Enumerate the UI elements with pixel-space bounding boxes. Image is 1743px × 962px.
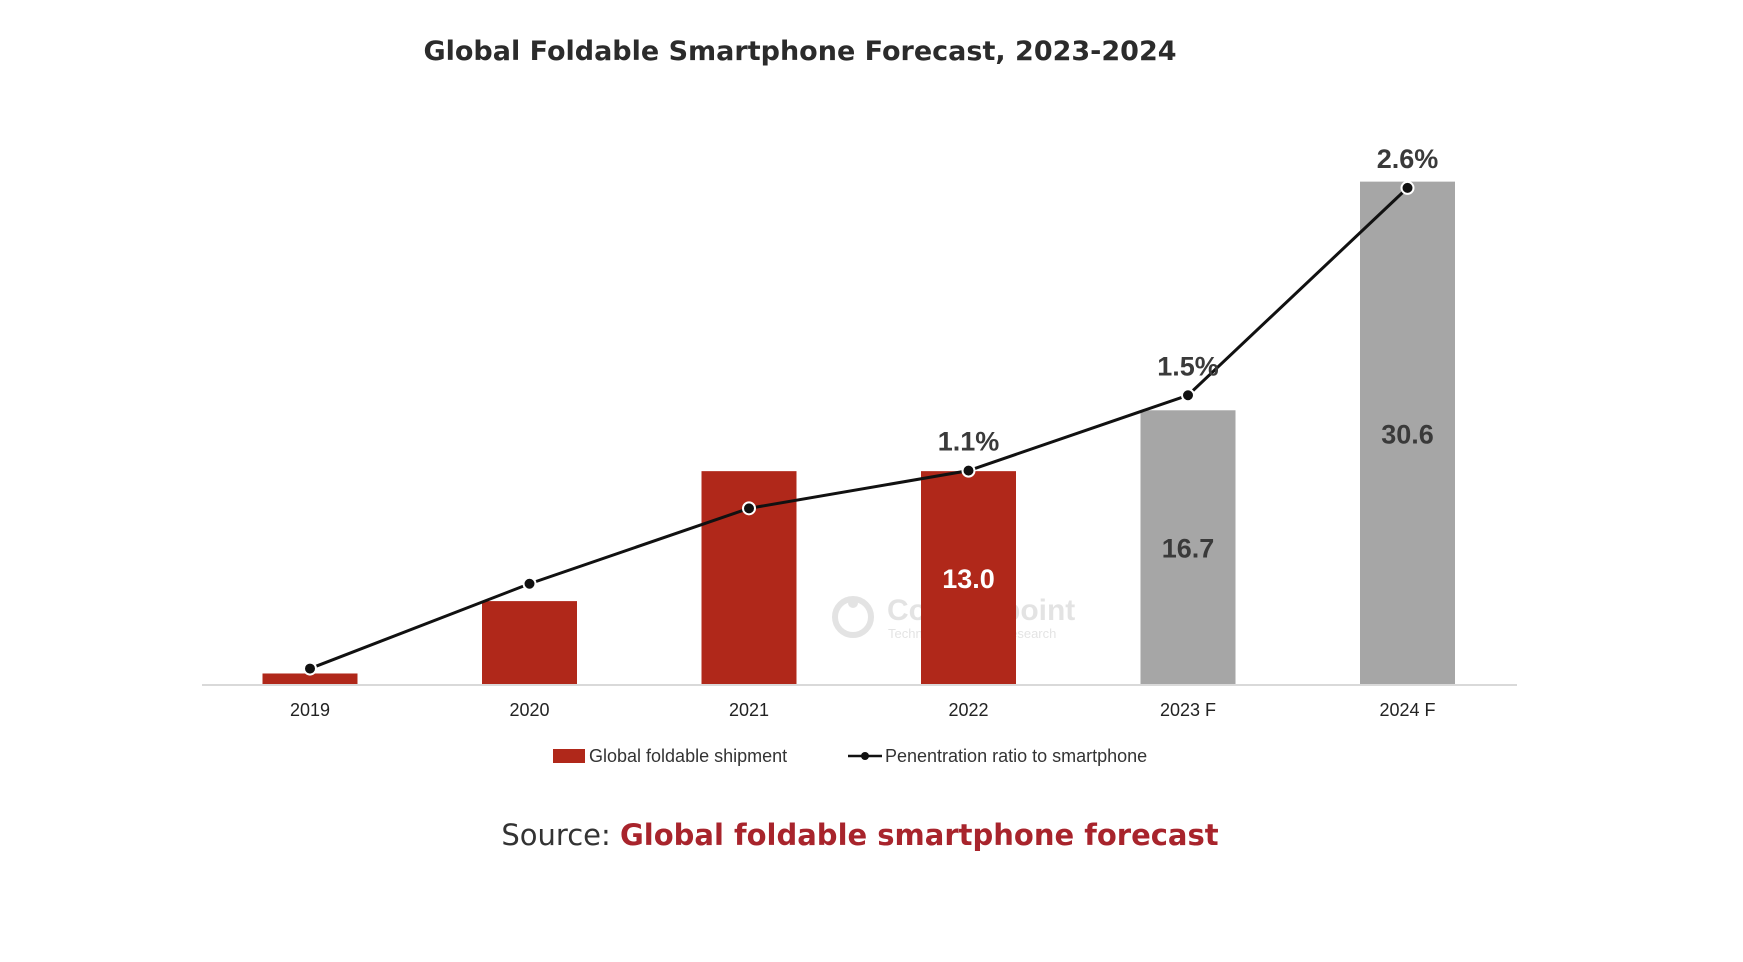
bar-2022	[921, 471, 1016, 685]
bar-2024-f	[1360, 181, 1455, 685]
bar-2023-f	[1140, 410, 1236, 685]
watermark-logo-icon	[832, 596, 874, 638]
penetration-point-2023-f	[1181, 388, 1195, 403]
bar-value-label-2024-f: 30.6	[1381, 419, 1434, 449]
legend-label-shipment: Global foldable shipment	[589, 746, 787, 766]
penetration-point-2024-f	[1400, 180, 1415, 195]
chart-legend: Global foldable shipment Penentration ra…	[553, 746, 1147, 766]
x-tick-label-2022: 2022	[948, 700, 988, 720]
legend-swatch-shipment	[553, 749, 585, 763]
penetration-label-2024-f: 2.6%	[1377, 144, 1439, 174]
legend-swatch-penetration-dot	[861, 752, 869, 760]
bar-2019	[262, 673, 358, 685]
source-caption: Source: Global foldable smartphone forec…	[0, 818, 1720, 852]
source-prefix: Source:	[501, 818, 611, 852]
x-tick-label-2019: 2019	[290, 700, 330, 720]
penetration-ratio-line	[309, 186, 1409, 670]
x-tick-label-2023-f: 2023 F	[1160, 700, 1216, 720]
source-link[interactable]: Global foldable smartphone forecast	[619, 818, 1219, 852]
chart-title: Global Foldable Smartphone Forecast, 202…	[423, 36, 1177, 67]
x-tick-label-2021: 2021	[729, 700, 769, 720]
x-tick-label-2024-f: 2024 F	[1379, 700, 1435, 720]
penetration-point-2020	[522, 576, 537, 591]
penetration-label-2022: 1.1%	[938, 427, 1000, 457]
legend-label-penetration: Penentration ratio to smartphone	[885, 746, 1147, 766]
penetration-label-2023-f: 1.5%	[1157, 351, 1219, 381]
penetration-point-2019	[303, 661, 317, 676]
bar-2020	[482, 601, 577, 685]
penetration-point-2021	[742, 501, 756, 516]
bar-value-label-2022: 13.0	[942, 564, 995, 594]
bar-value-label-2023-f: 16.7	[1162, 534, 1215, 564]
penetration-point-2022	[961, 463, 976, 478]
watermark-logo-dot	[848, 598, 858, 608]
x-tick-label-2020: 2020	[509, 700, 549, 720]
